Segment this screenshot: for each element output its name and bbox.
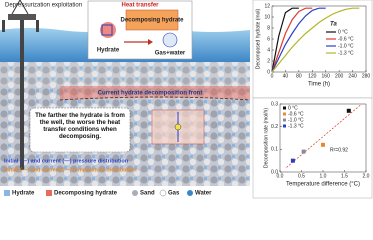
decomposing-box xyxy=(125,9,179,31)
x-tick-label: 280 xyxy=(362,73,371,79)
legend-marker xyxy=(283,112,286,116)
legend-label: -1.0 °C xyxy=(338,43,354,49)
legend-swatch xyxy=(4,190,10,196)
legend-swatch xyxy=(187,190,193,196)
x-tick-label: 2.0 xyxy=(363,173,370,179)
legend-swatch xyxy=(46,190,52,196)
x-tick-label: 120 xyxy=(308,73,317,79)
panel xyxy=(252,0,373,99)
y-tick-label: 6 xyxy=(267,36,270,42)
point xyxy=(290,158,295,163)
line xyxy=(271,7,360,73)
legend-marker xyxy=(283,106,286,110)
legend-label: Water xyxy=(195,191,212,197)
legend-label: -1.3 °C xyxy=(338,50,354,56)
legend-label: 0 °C xyxy=(338,29,348,35)
x-tick-label: 240 xyxy=(348,73,357,79)
legend-label: Decomposing hydrate xyxy=(54,191,118,197)
panel xyxy=(252,97,373,199)
x-tick-label: 160 xyxy=(322,73,331,79)
legend-marker xyxy=(283,118,286,122)
y-tick-label: 0.2 xyxy=(271,124,278,130)
label: Depressurization exploitation xyxy=(5,3,82,9)
point xyxy=(321,142,325,147)
leg xyxy=(36,20,39,32)
page: Depressurization exploitation Heat trans… xyxy=(0,0,373,200)
front-line xyxy=(59,96,251,101)
y-tick-label: 0.3 xyxy=(271,101,278,107)
label: Current hydrate decomposition front xyxy=(98,91,203,97)
legend-label: -1.3 °C xyxy=(288,123,304,129)
legend-title: Ta xyxy=(330,22,337,28)
annotation: R²=0.92 xyxy=(330,147,348,153)
note-box xyxy=(29,107,131,153)
x-axis-label: Temperature difference (°C) xyxy=(286,182,360,188)
leg xyxy=(2,20,5,32)
y-tick-label: 12 xyxy=(264,3,270,9)
gas-icon xyxy=(162,32,178,48)
derrick xyxy=(11,0,29,15)
platform xyxy=(8,14,36,20)
legend-label: 0 °C xyxy=(288,105,298,111)
y-tick-label: 0.0 xyxy=(271,169,278,175)
fit-line xyxy=(286,103,362,168)
x-tick-label: 80 xyxy=(296,73,302,79)
x-tick-label: 0.0 xyxy=(277,173,284,179)
y-axis-label: Decomposition rate (mol/h) xyxy=(263,108,269,168)
well xyxy=(20,20,24,170)
y-tick-label: 10 xyxy=(264,14,270,20)
x-tick-label: 0.5 xyxy=(298,173,305,179)
arrow-head xyxy=(148,39,153,45)
y-tick-label: 0 xyxy=(267,69,270,75)
label: Decomposing hydrate xyxy=(120,18,184,24)
legend-swatch xyxy=(132,190,138,196)
x-tick-label: 40 xyxy=(283,73,289,79)
charts: 0 40 80 120 160 200 240 280 0 2 4 6 8 10 12 Time (h) Dec… xyxy=(252,0,373,199)
legend-label: Hydrate xyxy=(12,191,35,197)
legend-label: Sand xyxy=(140,191,155,197)
legend-label: Gas xyxy=(168,191,180,197)
label: Hydrate xyxy=(97,48,120,54)
note: The farther the hydrate is from the well… xyxy=(35,112,125,140)
line xyxy=(271,7,326,73)
schematic: Depressurization exploitation Heat trans… xyxy=(0,0,251,200)
point xyxy=(301,149,306,154)
line xyxy=(271,7,313,73)
legend-label: -0.6 °C xyxy=(338,36,354,42)
sediment xyxy=(0,62,250,86)
x-tick-label: 1.5 xyxy=(341,173,348,179)
label: Gas+water xyxy=(155,51,186,57)
decomposed-zone xyxy=(60,86,250,100)
label: Initial (—) and current (—) temperature … xyxy=(4,167,137,173)
legend-label: -1.0 °C xyxy=(288,117,304,123)
y-axis-label: Decomposed hydrate (mol) xyxy=(255,9,261,70)
legend-marker xyxy=(283,124,286,128)
label: Initial (—) and current (—) pressure dis… xyxy=(4,158,129,164)
legend-label: -0.6 °C xyxy=(288,111,304,117)
label: Heat transfer xyxy=(121,3,159,9)
legend-swatch xyxy=(159,189,167,197)
x-tick-label: 1.0 xyxy=(320,173,327,179)
x-axis-label: Time (h) xyxy=(308,82,330,88)
figure: Depressurization exploitation Heat trans… xyxy=(0,0,373,200)
y-tick-label: 0.1 xyxy=(271,147,278,153)
line xyxy=(271,7,299,73)
x-tick-label: 200 xyxy=(335,73,344,79)
cage-icon xyxy=(101,24,113,36)
legend-band xyxy=(0,186,250,200)
point xyxy=(346,108,351,113)
y-tick-label: 4 xyxy=(267,47,270,53)
well-point xyxy=(174,123,182,131)
y-tick-label: 2 xyxy=(267,58,270,64)
x-tick-label: 0 xyxy=(271,73,274,79)
y-tick-label: 8 xyxy=(267,25,270,31)
